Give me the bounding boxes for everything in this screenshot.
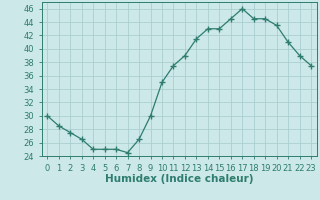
X-axis label: Humidex (Indice chaleur): Humidex (Indice chaleur) bbox=[105, 174, 253, 184]
